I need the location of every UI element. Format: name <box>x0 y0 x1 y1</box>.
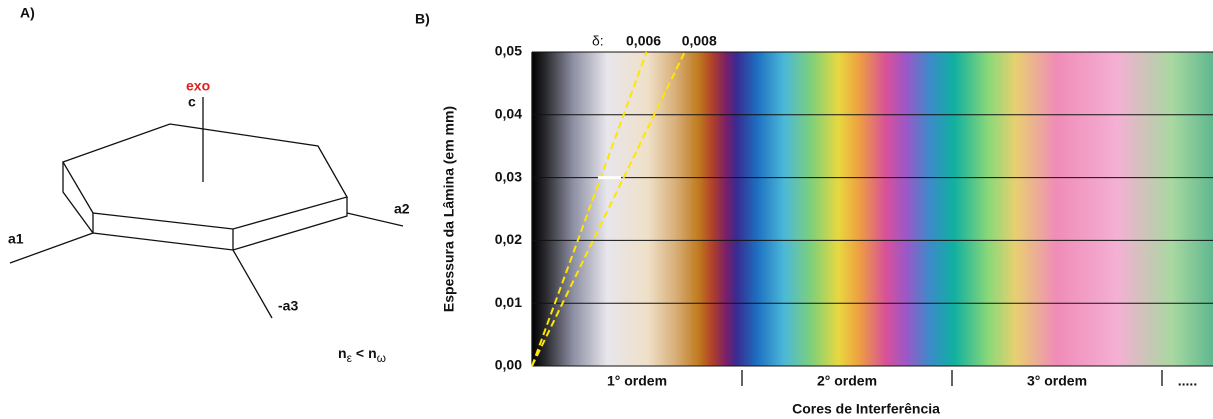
axis-label: a2 <box>394 201 410 217</box>
delta-label: δ: <box>592 33 604 49</box>
y-tick-label: 0,00 <box>495 357 522 373</box>
prism-top <box>62 123 348 230</box>
birefringence-line <box>531 51 648 367</box>
axis-a1 <box>9 232 94 264</box>
order-label: 1° ordem <box>607 373 667 389</box>
subscript: ε <box>347 351 353 365</box>
color-chart <box>532 52 1213 366</box>
axis-a3 <box>232 249 273 319</box>
symbol: n <box>368 345 377 361</box>
order-label: 3° ordem <box>1027 373 1087 389</box>
subscript: ω <box>377 351 386 365</box>
refraction-relation: nε < nω <box>338 345 386 365</box>
y-tick-label: 0,05 <box>495 43 522 59</box>
y-tick-label: 0,01 <box>495 294 522 310</box>
crystal <box>9 97 404 319</box>
y-tick-label: 0,02 <box>495 231 522 247</box>
axis-label: a1 <box>8 231 24 247</box>
axis-label: c <box>188 94 196 110</box>
y-tick-label: 0,04 <box>495 106 522 122</box>
relation: < <box>356 345 364 361</box>
x-axis-title: Cores de Interferência <box>792 401 940 417</box>
prism-sides <box>62 162 348 251</box>
symbol: n <box>338 345 347 361</box>
y-tick-label: 0,03 <box>495 168 522 184</box>
panel-label: A) <box>20 5 35 21</box>
y-axis-title: Espessura da Lâmina (em mm) <box>441 106 457 312</box>
axis-label: -a3 <box>278 298 298 314</box>
birefringence-line <box>531 51 686 367</box>
birefringence-label: 0,008 <box>682 33 717 49</box>
panel-label: B) <box>415 11 430 27</box>
exo-label: exo <box>186 78 210 94</box>
order-label: ..... <box>1178 373 1197 389</box>
axis-a2 <box>346 212 404 227</box>
order-label: 2° ordem <box>817 373 877 389</box>
birefringence-label: 0,006 <box>626 33 661 49</box>
